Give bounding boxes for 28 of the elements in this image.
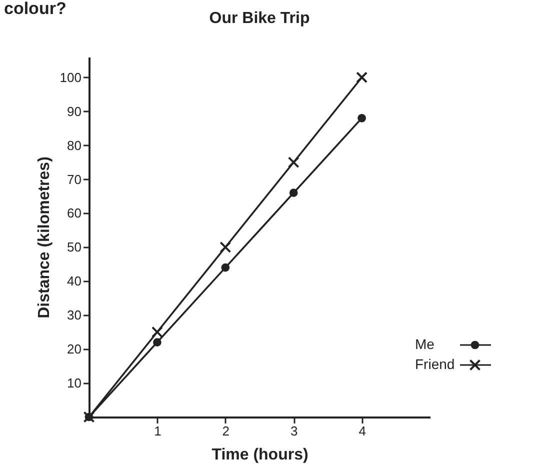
point <box>356 72 368 84</box>
legend-label: Friend <box>415 356 455 372</box>
y-tick-label: 50 <box>67 240 82 255</box>
y-tick-label: 90 <box>67 104 82 119</box>
x-tick-label: 4 <box>358 424 366 438</box>
text: colour? <box>4 0 66 18</box>
point <box>220 241 232 253</box>
point <box>289 188 298 198</box>
y-tick-label: 10 <box>67 376 82 391</box>
y-tick-label: 70 <box>67 172 82 187</box>
x-tick-label: 2 <box>222 424 230 438</box>
y-tick-label: 60 <box>67 206 82 221</box>
point <box>358 114 366 122</box>
y-tick-label: 30 <box>67 308 82 323</box>
x-tick-label: 3 <box>290 424 298 438</box>
legend-label: Me <box>415 336 435 352</box>
y-tick-label: 80 <box>67 138 82 153</box>
y-axis-title: Distance (kilometres) <box>36 156 53 318</box>
point <box>288 156 300 168</box>
y-tick-label: 40 <box>67 274 82 289</box>
x-tick-label: 1 <box>154 424 162 438</box>
point <box>221 263 230 272</box>
point <box>153 338 162 346</box>
y-tick-label: 100 <box>60 70 82 85</box>
chart-title: Our Bike Trip <box>209 10 310 27</box>
point <box>151 326 163 338</box>
y-tick-label: 20 <box>67 342 82 357</box>
x-axis-title: Time (hours) <box>212 446 308 464</box>
